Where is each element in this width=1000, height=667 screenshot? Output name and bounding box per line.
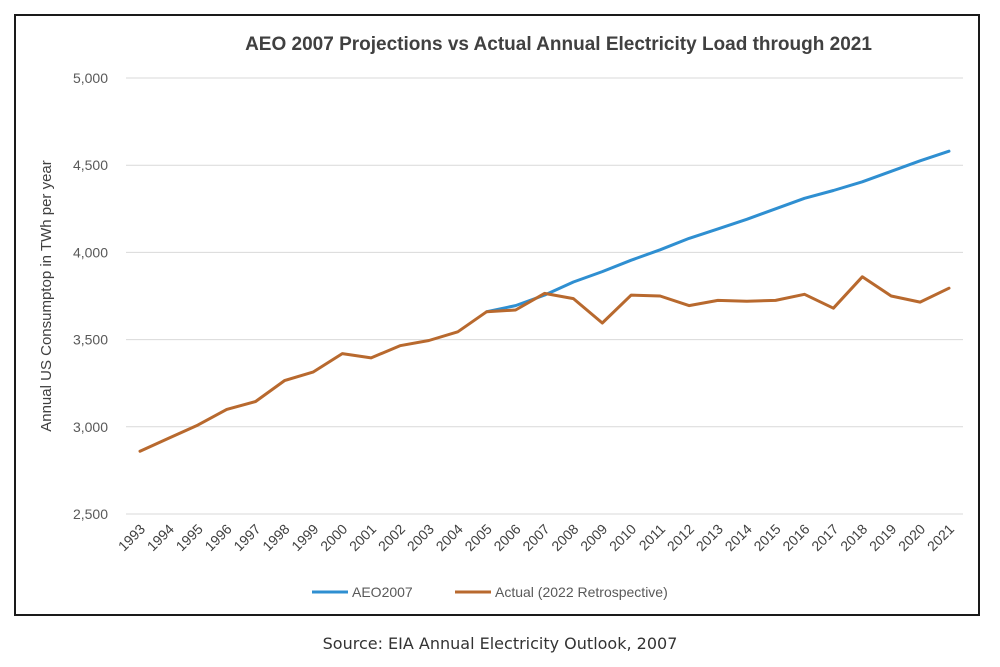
x-tick-label: 2015 [750,521,783,554]
x-tick-label: 2014 [722,521,755,554]
x-tick-label: 2012 [664,521,697,554]
x-tick-label: 1994 [144,521,177,554]
x-tick-label: 2005 [461,521,494,554]
x-tick-label: 2021 [924,521,957,554]
y-tick-label: 2,500 [73,506,108,522]
x-tick-label: 1999 [288,521,321,554]
x-tick-label: 2017 [808,521,841,554]
y-tick-label: 3,500 [73,332,108,348]
x-tick-label: 2018 [837,521,870,554]
source-caption: Source: EIA Annual Electricity Outlook, … [322,634,678,653]
x-tick-label: 1996 [201,521,234,554]
x-tick-label: 2011 [636,521,669,554]
x-tick-label: 2019 [866,521,899,554]
x-tick-label: 2003 [404,521,437,554]
x-tick-label: 2013 [693,521,726,554]
x-tick-label: 2010 [606,521,639,554]
y-axis-label: Annual US Consumptop in TWh per year [38,160,55,432]
x-tick-label: 2006 [490,521,523,554]
x-tick-label: 1997 [230,521,263,554]
x-tick-label: 2009 [577,521,610,554]
chart-frame: AEO 2007 Projections vs Actual Annual El… [14,14,980,616]
y-tick-label: 3,000 [73,419,108,435]
x-tick-label: 2000 [317,521,350,554]
x-tick-label: 2001 [346,521,379,554]
chart-title: AEO 2007 Projections vs Actual Annual El… [245,34,872,55]
legend-label: Actual (2022 Retrospective) [495,584,668,600]
y-tick-label: 4,500 [73,157,108,173]
x-tick-label: 2002 [375,521,408,554]
series-line-actual [138,275,951,453]
x-tick-label: 1998 [259,521,292,554]
series-line-aeo2007 [485,149,951,314]
legend-label: AEO2007 [352,584,413,600]
x-tick-label: 2016 [779,521,812,554]
y-tick-label: 5,000 [73,70,108,86]
line-chart: AEO 2007 Projections vs Actual Annual El… [38,34,963,600]
x-tick-label: 1993 [115,521,148,554]
x-tick-label: 2004 [433,521,466,554]
x-tick-label: 2007 [519,521,552,554]
x-tick-label: 2008 [548,521,581,554]
x-tick-label: 2020 [895,521,928,554]
y-tick-label: 4,000 [73,244,108,260]
x-tick-label: 1995 [173,521,206,554]
